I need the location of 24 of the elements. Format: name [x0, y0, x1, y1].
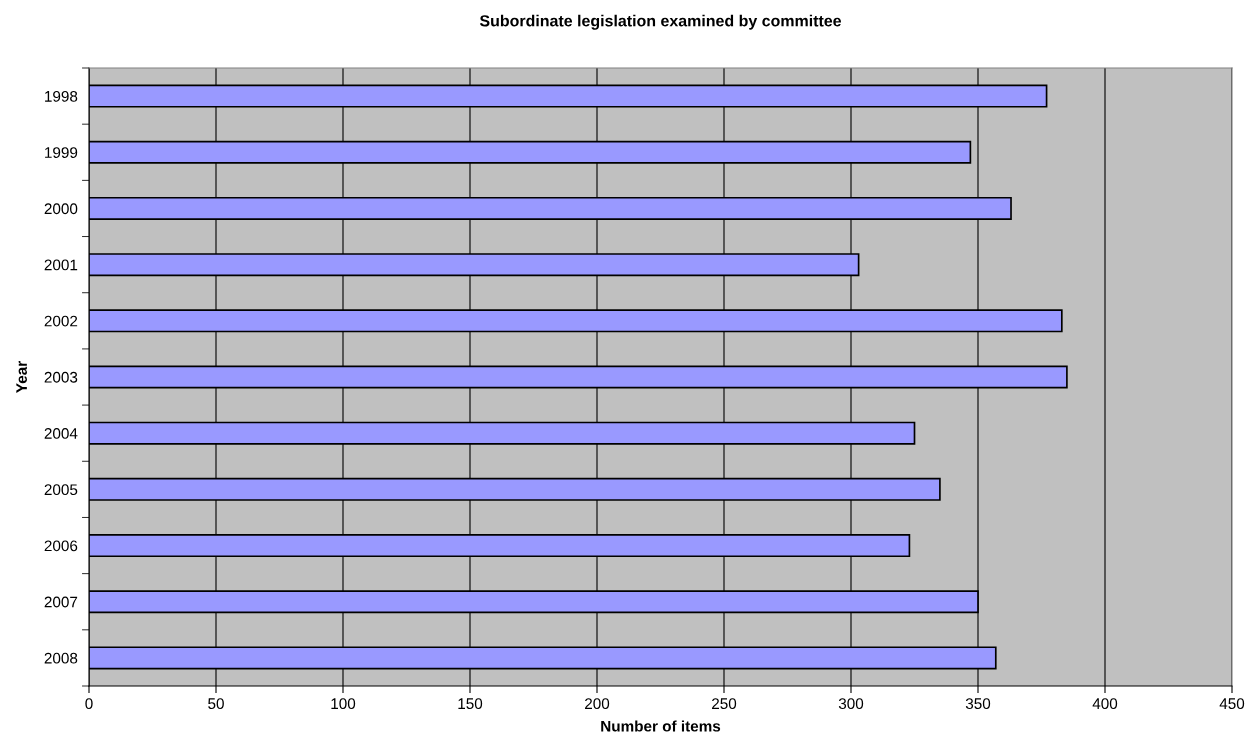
x-tick-label: 350	[965, 698, 991, 710]
y-tick-label: 2004	[44, 428, 78, 439]
y-tick-label: 1999	[45, 147, 78, 158]
y-axis-title: Year	[16, 361, 27, 393]
y-tick-label: 1998	[45, 90, 78, 102]
y-tick-label: 2005	[44, 484, 78, 496]
x-tick-label: 250	[712, 698, 737, 710]
y-tick-label: 2007	[44, 596, 78, 608]
y-tick-label: 2006	[44, 540, 78, 552]
x-tick-label: 50	[208, 698, 224, 710]
chart-title: Subordinate legislation examined by committee	[479, 14, 842, 30]
x-tick-label: 450	[1219, 698, 1245, 710]
x-tick-label: 300	[838, 698, 864, 710]
x-tick-label: 0	[85, 698, 93, 710]
y-tick-label: 2003	[44, 371, 78, 383]
y-tick-label: 2001	[44, 259, 78, 271]
x-axis-title: Number of items	[601, 720, 721, 732]
y-tick-label: 2000	[44, 203, 78, 215]
x-tick-label: 150	[458, 698, 483, 710]
x-tick-label: 200	[585, 698, 610, 710]
y-tick-label: 2008	[44, 652, 78, 664]
y-tick-label: 2002	[44, 315, 78, 327]
x-tick-label: 400	[1092, 698, 1118, 710]
x-tick-label: 100	[331, 698, 356, 710]
